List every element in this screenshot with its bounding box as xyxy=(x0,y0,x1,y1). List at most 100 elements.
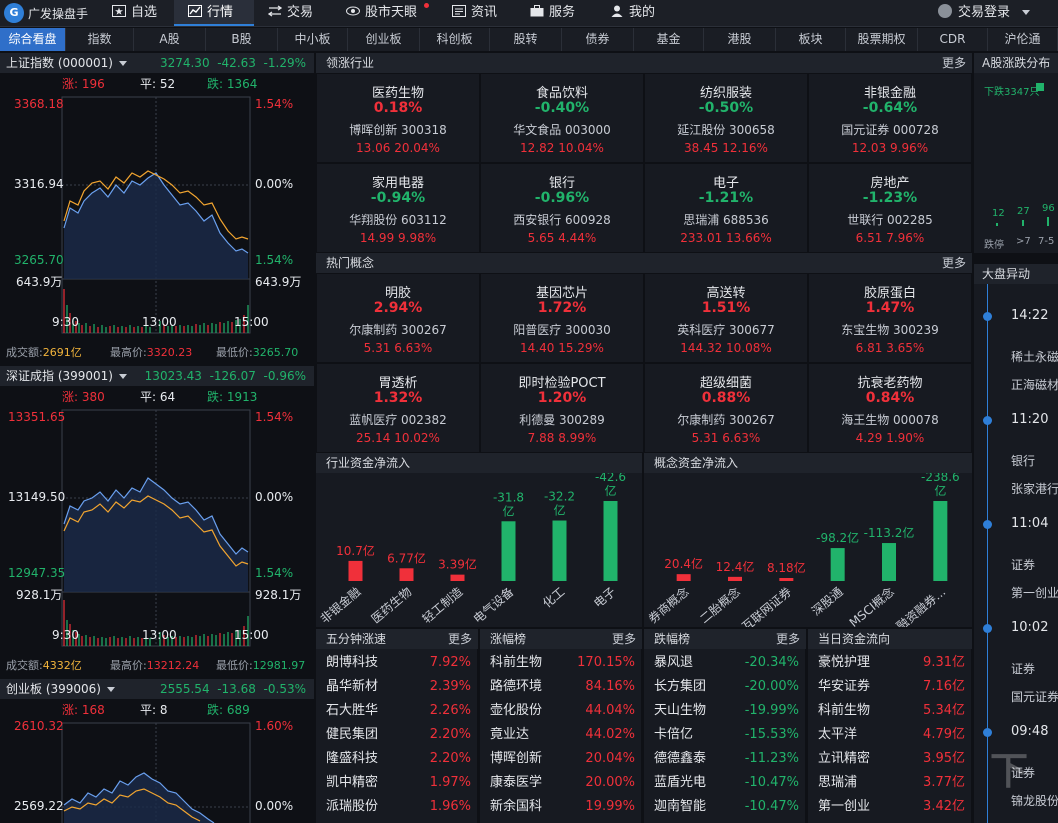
event-stock[interactable]: 张家港行 xyxy=(1011,482,1058,496)
list-item[interactable]: 科前生物 5.34亿 xyxy=(808,699,971,723)
list-item[interactable]: 隆盛科技 2.20% xyxy=(316,747,477,771)
leading-stock-quote: 25.14 10.02% xyxy=(356,431,440,445)
list-item[interactable]: 科前生物 170.15% xyxy=(480,651,641,675)
tab-fund[interactable]: 基金 xyxy=(634,28,704,51)
industry-cell[interactable]: 非银金融 -0.64% 国元证券 000728 12.03 9.96% xyxy=(808,73,972,163)
list-item[interactable]: 派瑞股份 1.96% xyxy=(316,795,477,819)
event-sector[interactable]: 证券 xyxy=(1011,558,1036,572)
stock-name: 科前生物 xyxy=(818,703,871,718)
tab-sector[interactable]: 板块 xyxy=(776,28,846,51)
tab-cdr[interactable]: CDR xyxy=(918,28,988,51)
list-item[interactable]: 德德鑫泰 -11.23% xyxy=(644,747,805,771)
list-item[interactable]: 新余国科 19.99% xyxy=(480,795,641,819)
index-header-sh[interactable]: 上证指数 (000001) 3274.30 -42.63 -1.29% xyxy=(0,53,314,73)
event-stock[interactable]: 第一创业 xyxy=(1011,586,1058,600)
tab-options[interactable]: 股票期权 xyxy=(846,28,918,51)
trade-login-button[interactable]: 交易登录 xyxy=(938,0,1031,26)
industry-cell[interactable]: 食品饮料 -0.40% 华文食品 003000 12.82 10.04% xyxy=(480,73,644,163)
event-stock[interactable]: 正海磁材 xyxy=(1011,378,1058,392)
event-sector[interactable]: 稀土永磁 xyxy=(1011,350,1058,364)
list-item[interactable]: 华安证券 7.16亿 xyxy=(808,675,971,699)
nav-news[interactable]: 资讯 xyxy=(452,0,512,26)
nav-quotes[interactable]: 行情 xyxy=(174,0,254,26)
tab-bond[interactable]: 债券 xyxy=(562,28,634,51)
list-item[interactable]: 太平洋 4.79亿 xyxy=(808,723,971,747)
tab-star-market[interactable]: 科创板 xyxy=(420,28,490,51)
event-sector[interactable]: 证券 xyxy=(1011,662,1036,676)
flow-bar xyxy=(603,501,618,581)
nav-sky-eye[interactable]: 股市天眼 xyxy=(346,0,429,26)
leading-stock: 华翔股份 603112 xyxy=(349,213,447,227)
list-item[interactable]: 凯中精密 1.97% xyxy=(316,771,477,795)
list-item[interactable]: 壶化股份 44.04% xyxy=(480,699,641,723)
concept-cell[interactable]: 超级细菌 0.88% 尔康制药 300267 5.31 6.63% xyxy=(644,363,808,453)
list-item[interactable]: 思瑞浦 3.77亿 xyxy=(808,771,971,795)
industry-cell[interactable]: 家用电器 -0.94% 华翔股份 603112 14.99 9.98% xyxy=(316,163,480,253)
industry-cell[interactable]: 房地产 -1.23% 世联行 002285 6.51 7.96% xyxy=(808,163,972,253)
list-item[interactable]: 长方集团 -20.00% xyxy=(644,675,805,699)
concept-cell[interactable]: 基因芯片 1.72% 阳普医疗 300030 14.40 15.29% xyxy=(480,273,644,363)
intraday-chart-cyb[interactable]: 2610.32 2569.22 1.60% 0.00% xyxy=(0,719,314,823)
tab-hk[interactable]: 港股 xyxy=(704,28,776,51)
concept-cell[interactable]: 高送转 1.51% 英科医疗 300677 144.32 10.08% xyxy=(644,273,808,363)
nav-mine[interactable]: 我的 xyxy=(610,0,670,26)
tab-a-share[interactable]: A股 xyxy=(134,28,206,51)
dist-count-gt7: 27 xyxy=(1017,206,1030,217)
nav-watchlist[interactable]: 自选 xyxy=(112,0,172,26)
list-item[interactable]: 朗博科技 7.92% xyxy=(316,651,477,675)
list-item[interactable]: 竟业达 44.02% xyxy=(480,723,641,747)
flow-bar xyxy=(399,568,414,581)
concept-cell[interactable]: 抗衰老药物 0.84% 海王生物 000078 4.29 1.90% xyxy=(808,363,972,453)
tab-index[interactable]: 指数 xyxy=(66,28,134,51)
list-item[interactable]: 路德环境 84.16% xyxy=(480,675,641,699)
tab-neeq[interactable]: 股转 xyxy=(490,28,562,51)
list-item[interactable]: 康泰医学 20.00% xyxy=(480,771,641,795)
rank-list-more-link[interactable]: 更多 xyxy=(611,632,636,646)
tab-shanghai-london[interactable]: 沪伦通 xyxy=(988,28,1058,51)
event-sector[interactable]: 银行 xyxy=(1011,454,1036,468)
list-item[interactable]: 健民集团 2.20% xyxy=(316,723,477,747)
list-item[interactable]: 石大胜华 2.26% xyxy=(316,699,477,723)
list-item[interactable]: 晶华新材 2.39% xyxy=(316,675,477,699)
index-header-sz[interactable]: 深证成指 (399001) 13023.43 -126.07 -0.96% xyxy=(0,366,314,386)
event-sector[interactable]: 证券 xyxy=(1011,766,1036,780)
index-header-cyb[interactable]: 创业板 (399006) 2555.54 -13.68 -0.53% xyxy=(0,679,314,699)
concept-cell[interactable]: 明胶 2.94% 尔康制药 300267 5.31 6.63% xyxy=(316,273,480,363)
concept-cell[interactable]: 胶原蛋白 1.47% 东宝生物 300239 6.81 3.65% xyxy=(808,273,972,363)
event-stock[interactable]: 国元证券 xyxy=(1011,690,1058,704)
price-axis-top: 13351.65 xyxy=(8,410,66,424)
list-item[interactable]: 第一创业 3.42亿 xyxy=(808,795,971,819)
chevron-down-icon[interactable] xyxy=(119,61,127,66)
event-stock[interactable]: 锦龙股份 xyxy=(1011,794,1058,808)
nav-trade[interactable]: 交易 xyxy=(268,0,328,26)
nav-service[interactable]: 服务 xyxy=(530,0,590,26)
list-item[interactable]: 暴风退 -20.34% xyxy=(644,651,805,675)
intraday-chart-sh[interactable]: 3368.18 3316.94 3265.70 1.54% 0.00% 1.54… xyxy=(0,93,314,343)
concept-cell[interactable]: 即时检验POCT 1.20% 利德曼 300289 7.88 8.99% xyxy=(480,363,644,453)
concept-flow-header: 概念资金净流入 xyxy=(644,453,972,473)
chevron-down-icon[interactable] xyxy=(119,374,127,379)
chevron-down-icon[interactable] xyxy=(107,687,115,692)
list-item[interactable]: 迦南智能 -10.47% xyxy=(644,795,805,819)
list-item[interactable]: 立讯精密 3.95亿 xyxy=(808,747,971,771)
list-item[interactable]: 豪悦护理 9.31亿 xyxy=(808,651,971,675)
tab-sme[interactable]: 中小板 xyxy=(278,28,348,51)
list-item[interactable]: 蓝盾光电 -10.47% xyxy=(644,771,805,795)
leading-stock: 蓝帆医疗 002382 xyxy=(349,413,447,427)
industry-more-link[interactable]: 更多 xyxy=(941,56,966,70)
list-item[interactable]: 天山生物 -19.99% xyxy=(644,699,805,723)
list-item[interactable]: 博晖创新 20.04% xyxy=(480,747,641,771)
list-item[interactable]: 卡倍亿 -15.53% xyxy=(644,723,805,747)
industry-cell[interactable]: 纺织服装 -0.50% 延江股份 300658 38.45 12.16% xyxy=(644,73,808,163)
intraday-chart-sz[interactable]: 13351.65 13149.50 12947.35 1.54% 0.00% 1… xyxy=(0,406,314,656)
industry-cell[interactable]: 电子 -1.21% 思瑞浦 688536 233.01 13.66% xyxy=(644,163,808,253)
tab-chinext[interactable]: 创业板 xyxy=(348,28,420,51)
industry-cell[interactable]: 银行 -0.96% 西安银行 600928 5.65 4.44% xyxy=(480,163,644,253)
industry-cell[interactable]: 医药生物 0.18% 博晖创新 300318 13.06 20.04% xyxy=(316,73,480,163)
concept-more-link[interactable]: 更多 xyxy=(941,256,966,270)
tab-overview[interactable]: 综合看盘 xyxy=(0,28,66,51)
rank-list-more-link[interactable]: 更多 xyxy=(775,632,800,646)
tab-b-share[interactable]: B股 xyxy=(206,28,278,51)
rank-list-more-link[interactable]: 更多 xyxy=(447,632,472,646)
concept-cell[interactable]: 胃透析 1.32% 蓝帆医疗 002382 25.14 10.02% xyxy=(316,363,480,453)
